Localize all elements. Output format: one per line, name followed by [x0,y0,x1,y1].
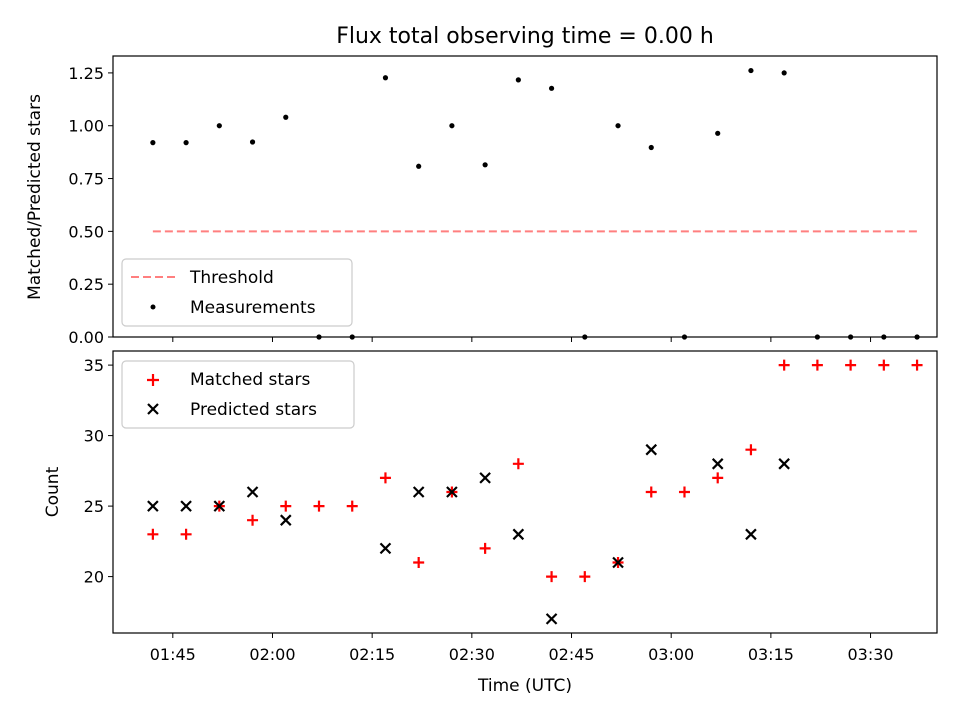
predicted-star-marker [412,486,425,498]
top-y-tick-label: 0.25 [68,275,104,294]
measurement-point [283,114,289,120]
matched-star-marker [811,359,823,371]
bottom-legend: Matched stars Predicted stars [121,360,355,429]
top-y-tick-label: 1.00 [68,117,104,136]
top-y-tick-label: 1.25 [68,64,104,83]
figure-title: Flux total observing time = 0.00 h [336,24,714,49]
bottom-legend-box [121,360,355,429]
measurement-point [482,162,488,168]
bottom-x-tick-label: 02:45 [548,645,594,664]
matched-star-marker [346,500,358,512]
matched-star-marker [678,486,690,498]
measurement-point [249,139,256,145]
matched-star-marker [546,571,558,583]
matched-star-marker [878,359,890,371]
predicted-star-marker [213,500,226,512]
measurement-point [183,140,189,146]
predicted-star-marker [180,500,192,512]
matched-star-marker [745,444,757,456]
top-legend-measurements-label: Measurements [190,298,316,318]
top-yticks: 0.00 0.25 0.50 0.75 1.00 1.25 [68,64,113,347]
bottom-x-tick-label: 01:45 [150,645,196,664]
matched-star-marker [280,500,292,512]
top-y-tick-label: 0.50 [68,222,104,241]
bottom-points-layer [147,359,923,625]
bottom-y-tick-label: 25 [84,497,104,516]
predicted-star-marker [612,556,624,569]
matched-star-marker [778,359,790,371]
matched-star-marker [180,528,192,540]
measurement-point [382,75,389,81]
matched-star-marker [413,557,425,568]
top-y-tick-label: 0.00 [68,328,104,347]
predicted-star-marker [512,528,525,541]
measurement-point [648,144,654,151]
bottom-y-tick-label: 20 [84,568,104,587]
top-legend-threshold-label: Threshold [189,268,274,288]
bottom-y-axis-label: Count [43,466,63,517]
bottom-x-tick-label: 02:30 [449,645,495,664]
bottom-plot-frame [112,350,938,634]
top-y-tick-label: 0.75 [68,170,104,189]
matched-star-marker [479,542,491,554]
matched-star-marker [645,486,657,498]
bottom-legend-matched-swatch [147,374,159,386]
predicted-star-marker [246,486,259,498]
measurement-point [748,67,754,74]
measurement-point [449,123,455,129]
matched-star-marker [512,458,524,470]
bottom-x-tick-label: 03:15 [748,645,794,664]
bottom-yticks: 20 25 30 35 [84,356,113,587]
predicted-star-marker [545,613,558,625]
measurement-point [781,70,787,76]
measurement-point [416,163,422,169]
bottom-x-tick-label: 03:00 [648,645,694,664]
measurement-point [715,130,721,136]
top-y-axis-label: Matched/Predicted stars [25,94,45,300]
predicted-star-marker [279,514,292,526]
top-plot-frame [112,55,938,338]
measurement-point [216,123,222,129]
measurement-point [615,123,621,129]
measurement-point [150,140,156,146]
top-panel: 0.00 0.25 0.50 0.75 1.00 1.25 Matched/Predict… [25,55,938,347]
matched-star-marker [911,359,923,371]
matched-star-marker [712,472,724,484]
bottom-x-tick-label: 02:00 [249,645,295,664]
bottom-y-tick-label: 35 [84,356,104,375]
predicted-star-marker [147,500,159,512]
matched-star-marker [147,528,159,540]
bottom-xticks: 01:45 02:00 02:15 02:30 02:45 03:00 03:15 03:30 [150,633,894,664]
top-legend-box [121,258,353,327]
predicted-star-marker [645,443,658,456]
bottom-legend-predicted-swatch [147,403,159,415]
top-points-layer [150,67,920,340]
predicted-star-marker [446,486,458,498]
bottom-legend-predicted-label: Predicted stars [190,400,317,420]
predicted-star-marker [745,528,757,541]
matched-star-marker [579,571,591,583]
measurement-point [548,85,555,91]
matched-star-marker [379,472,391,484]
bottom-y-tick-label: 30 [84,427,104,446]
bottom-x-tick-label: 02:15 [349,645,395,664]
predicted-star-marker [711,458,724,470]
top-xticks [172,337,872,342]
top-legend: Threshold Measurements [121,258,353,327]
matched-star-marker [247,514,259,526]
bottom-x-tick-label: 03:30 [847,645,893,664]
predicted-star-marker [479,472,491,484]
bottom-legend-matched-label: Matched stars [190,370,310,390]
predicted-star-marker [379,542,392,555]
top-legend-measurements-swatch [150,304,156,310]
predicted-star-marker [778,458,790,470]
bottom-x-axis-label: Time (UTC) [477,676,572,696]
matched-star-marker [845,359,857,371]
measurement-point [515,77,521,83]
matched-star-marker [313,500,325,512]
